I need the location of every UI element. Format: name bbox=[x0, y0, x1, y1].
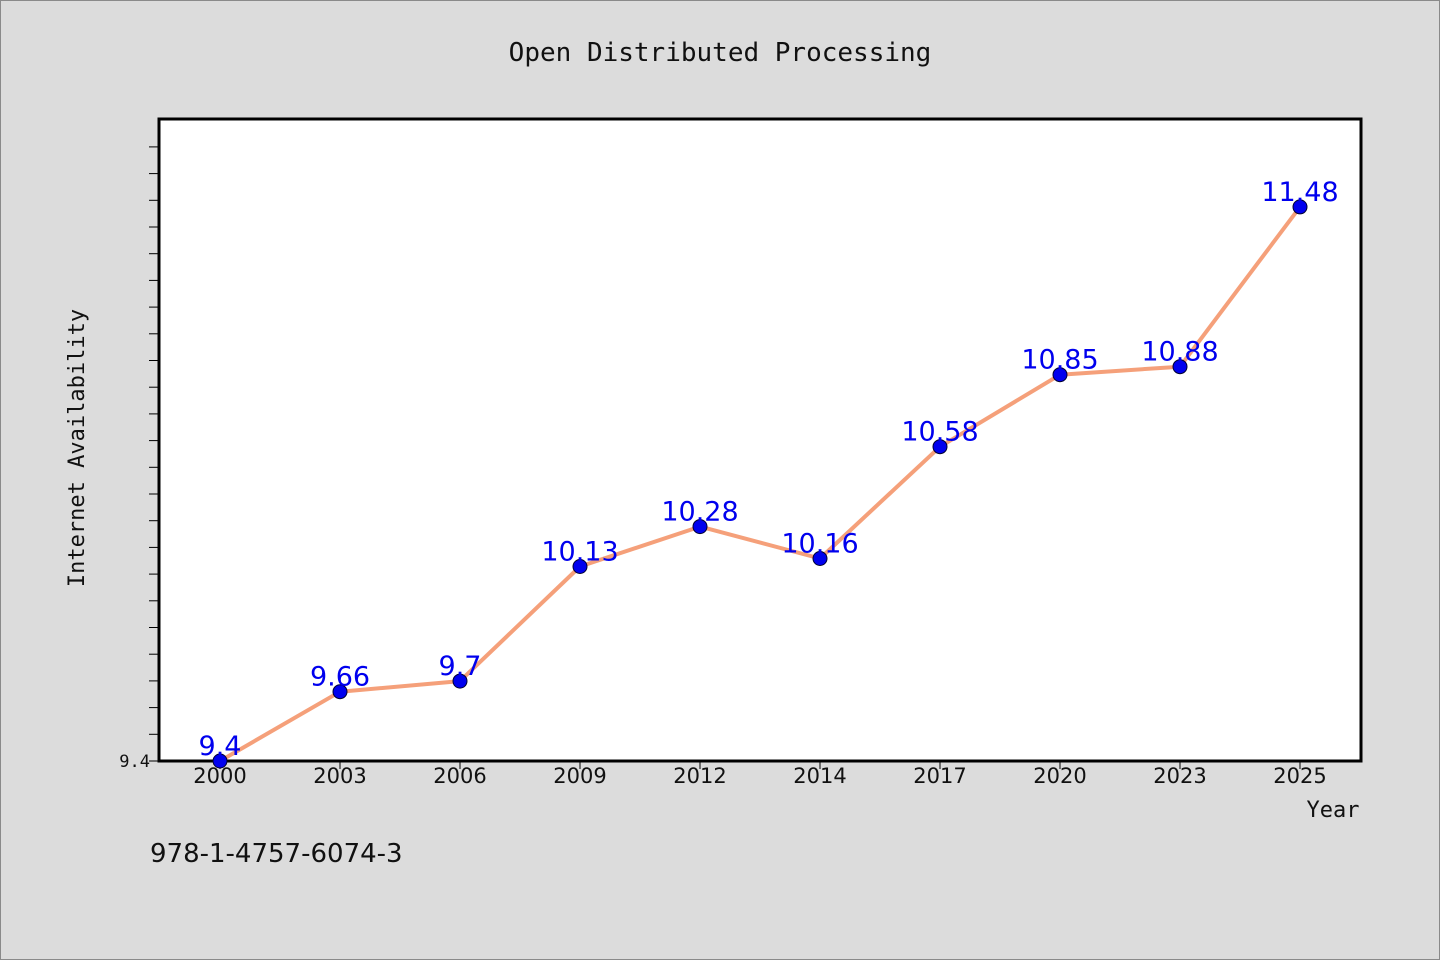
x-tick-label: 2023 bbox=[1153, 764, 1206, 788]
y-axis-label: Internet Availability bbox=[65, 309, 90, 587]
data-point bbox=[932, 439, 948, 455]
y-minor-ticks bbox=[149, 146, 159, 762]
data-labels: 9.4 9.66 9.7 10.13 10.28 10.16 10.58 10.85 10.88… bbox=[199, 177, 1339, 762]
y-tick-label: 9.4 bbox=[119, 752, 150, 772]
x-tick-label: 2025 bbox=[1273, 764, 1326, 788]
data-point bbox=[1292, 199, 1308, 215]
x-tick-label: 2014 bbox=[793, 764, 846, 788]
series-group bbox=[212, 199, 1308, 769]
x-tick-label: 2012 bbox=[673, 764, 726, 788]
x-tick-label: 2020 bbox=[1033, 764, 1086, 788]
y-tick-labels: 9.4 bbox=[119, 752, 150, 772]
data-point bbox=[452, 673, 468, 689]
data-point bbox=[572, 559, 588, 574]
data-point bbox=[332, 684, 348, 700]
data-label: 9.66 bbox=[310, 662, 370, 693]
data-point bbox=[1172, 359, 1188, 375]
data-label: 11.48 bbox=[1261, 177, 1338, 208]
x-tick-label: 2009 bbox=[553, 764, 606, 788]
data-point bbox=[1052, 367, 1068, 383]
x-tick-label: 2006 bbox=[433, 764, 486, 788]
data-label: 9.4 bbox=[199, 731, 242, 762]
data-point bbox=[812, 551, 828, 566]
data-point bbox=[692, 519, 708, 535]
plot-area bbox=[157, 117, 1363, 763]
series-line bbox=[218, 205, 1302, 763]
chart-title: Open Distributed Processing bbox=[509, 38, 932, 68]
isbn-text: 978-1-4757-6074-3 bbox=[150, 839, 403, 869]
x-tick-label: 2003 bbox=[313, 764, 366, 788]
data-label: 10.16 bbox=[781, 529, 858, 560]
data-label: 10.88 bbox=[1141, 337, 1218, 368]
data-label: 10.58 bbox=[901, 417, 978, 448]
x-axis-label: Year bbox=[1307, 798, 1360, 823]
x-tick-labels: 2000 2003 2006 2009 2012 2014 2017 2020 2023 2025 bbox=[193, 764, 1326, 788]
data-label: 10.13 bbox=[541, 537, 618, 568]
data-point bbox=[212, 753, 228, 769]
data-label: 10.85 bbox=[1021, 345, 1098, 376]
data-label: 9.7 bbox=[439, 651, 482, 682]
data-label: 10.28 bbox=[661, 497, 738, 528]
x-tick-label: 2017 bbox=[913, 764, 966, 788]
